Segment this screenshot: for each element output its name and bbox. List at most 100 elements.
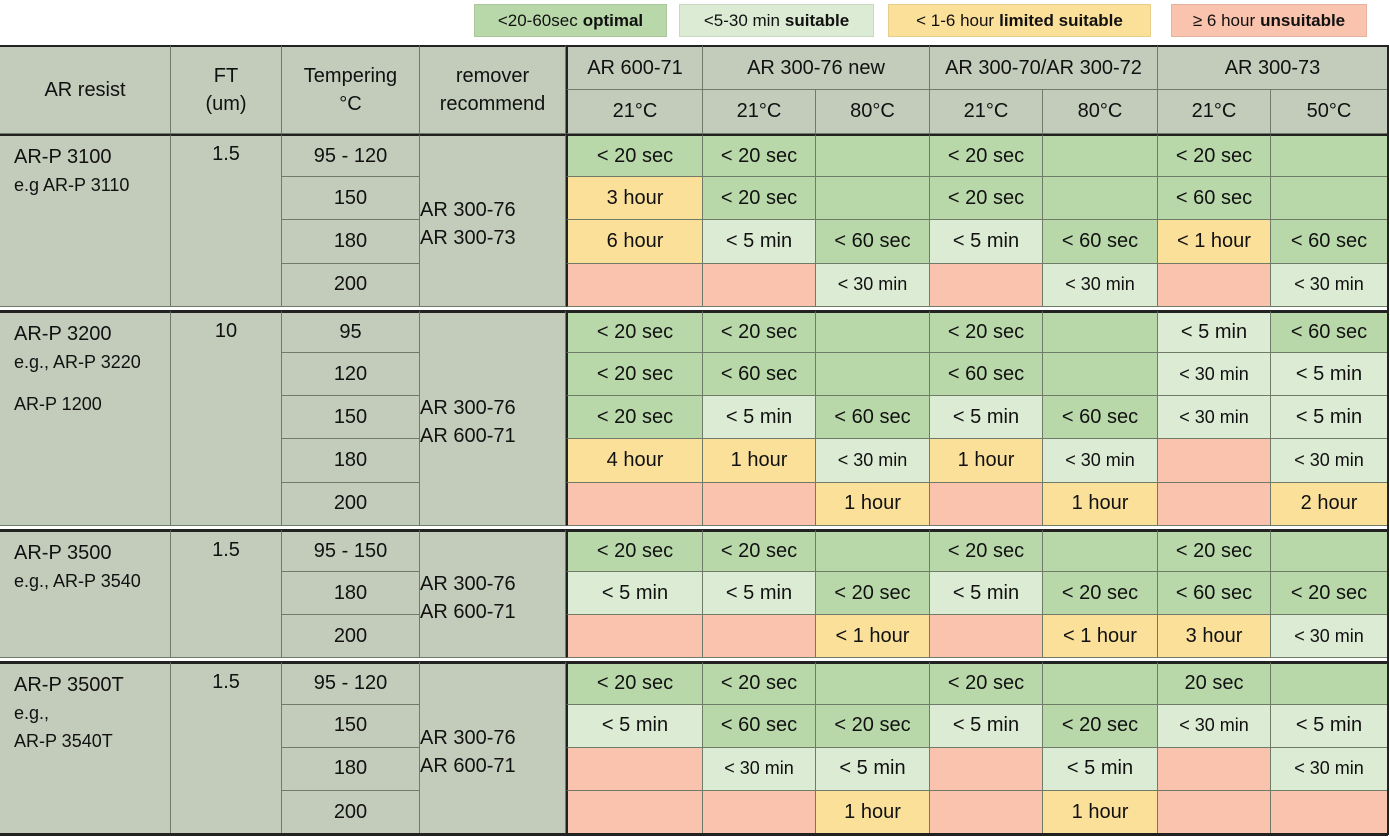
result-cell-optimal-text: < 20 sec xyxy=(1061,714,1139,737)
result-cell-unsuitable xyxy=(703,615,816,659)
result-cell-unsuitable xyxy=(703,791,816,835)
result-cell-optimal-text: < 60 sec xyxy=(720,362,798,385)
header-temp: 21°C xyxy=(566,90,703,134)
header-temp: 21°C xyxy=(703,90,816,134)
header-remover-4: AR 300-73 xyxy=(1158,45,1388,90)
remover-table: AR resist FT (um) Tempering °C remover recomme… xyxy=(0,45,1389,836)
header-temp-text: 21°C xyxy=(1191,100,1237,122)
header-remover-4-text: AR 300-73 xyxy=(1224,56,1321,79)
tempering-temp: 200 xyxy=(282,263,420,307)
header-temp: 50°C xyxy=(1271,90,1388,134)
result-cell-optimal: < 20 sec xyxy=(703,309,816,353)
result-cell-limited: 4 hour xyxy=(566,439,703,483)
result-cell-optimal xyxy=(1043,177,1158,221)
result-cell-limited-text: 3 hour xyxy=(1185,624,1243,647)
remover-recommend: AR 300-76 AR 600-71 xyxy=(420,661,566,835)
result-cell-limited: < 1 hour xyxy=(1158,220,1271,264)
resist-name-line: AR-P 3500T xyxy=(14,674,124,697)
result-cell-suitable-text: < 5 min xyxy=(725,405,793,428)
result-cell-optimal: < 60 sec xyxy=(816,396,930,440)
result-cell-suitable: < 5 min xyxy=(1271,353,1388,397)
result-cell-suitable: < 5 min xyxy=(1271,396,1388,440)
result-cell-optimal xyxy=(1043,134,1158,178)
result-cell-optimal xyxy=(1271,528,1388,572)
tempering-temp-text: 200 xyxy=(333,492,368,515)
result-cell-limited-text: 1 hour xyxy=(957,448,1015,471)
result-cell-suitable-text: < 30 min xyxy=(837,274,908,295)
result-cell-optimal-text: 20 sec xyxy=(1184,672,1244,695)
result-cell-suitable-text: < 5 min xyxy=(952,405,1020,428)
result-cell-optimal-text: < 20 sec xyxy=(1061,581,1139,604)
remover-recommend-line: AR 300-76 xyxy=(420,199,516,222)
tempering-temp: 180 xyxy=(282,747,420,791)
result-cell-limited-text: < 1 hour xyxy=(835,624,910,647)
result-cell-limited-text: 2 hour xyxy=(1300,492,1358,515)
result-cell-suitable: < 30 min xyxy=(1043,263,1158,307)
tempering-temp: 95 - 120 xyxy=(282,661,420,705)
tempering-temp-text: 180 xyxy=(333,757,368,780)
legend: <20-60sec optimal <5-30 min suitable < 1-6 h… xyxy=(0,0,1390,46)
result-cell-optimal: < 20 sec xyxy=(703,528,816,572)
header-remover-1: AR 600-71 xyxy=(566,45,703,90)
header-temp: 21°C xyxy=(1158,90,1271,134)
result-cell-optimal: < 60 sec xyxy=(1271,309,1388,353)
tempering-temp: 150 xyxy=(282,704,420,748)
header-remover-3-text: AR 300-70/AR 300-72 xyxy=(945,56,1142,79)
header-remover-line: remover xyxy=(455,65,530,87)
remover-recommend-line: AR 300-73 xyxy=(420,227,516,250)
header-temp-text: 50°C xyxy=(1306,100,1352,122)
film-thickness: 10 xyxy=(171,309,282,526)
result-cell-limited: 6 hour xyxy=(566,220,703,264)
header-ft: FT (um) xyxy=(171,45,282,134)
result-cell-optimal-text: < 20 sec xyxy=(947,672,1025,695)
result-cell-unsuitable xyxy=(566,791,703,835)
result-cell-optimal-text: < 20 sec xyxy=(596,362,674,385)
tempering-temp: 200 xyxy=(282,791,420,835)
result-cell-limited-text: 1 hour xyxy=(844,800,901,823)
result-cell-suitable-text: < 5 min xyxy=(839,757,906,780)
result-cell-optimal-text: < 20 sec xyxy=(596,405,674,428)
result-cell-optimal xyxy=(1043,309,1158,353)
result-cell-suitable: < 5 min xyxy=(816,747,930,791)
result-cell-unsuitable xyxy=(1271,791,1388,835)
result-cell-optimal: < 20 sec xyxy=(930,661,1043,705)
tempering-temp: 180 xyxy=(282,572,420,616)
result-cell-optimal xyxy=(1043,528,1158,572)
result-cell-suitable-text: < 30 min xyxy=(1179,406,1249,427)
result-cell-optimal: < 60 sec xyxy=(703,704,816,748)
legend-range: <20-60sec xyxy=(497,10,578,30)
result-cell-suitable-text: < 30 min xyxy=(1294,449,1364,470)
resist-name-line: AR-P 3200 xyxy=(14,322,112,345)
result-cell-unsuitable xyxy=(566,263,703,307)
result-cell-suitable: < 5 min xyxy=(930,572,1043,616)
result-cell-optimal: < 20 sec xyxy=(1158,134,1271,178)
result-cell-unsuitable xyxy=(930,263,1043,307)
result-cell-optimal: < 60 sec xyxy=(930,353,1043,397)
result-cell-optimal xyxy=(1043,661,1158,705)
result-cell-suitable-text: < 5 min xyxy=(1066,757,1134,780)
result-cell-optimal: < 20 sec xyxy=(566,353,703,397)
result-cell-limited-text: 1 hour xyxy=(844,492,901,515)
legend-range: <5-30 min xyxy=(703,10,780,30)
resist-name-line: AR-P 3100 xyxy=(14,146,112,168)
tempering-temp-text: 180 xyxy=(333,229,368,252)
result-cell-optimal-text: < 20 sec xyxy=(947,320,1025,343)
remover-recommend: AR 300-76 AR 600-71 xyxy=(420,309,566,526)
header-temp-text: 21°C xyxy=(612,100,658,122)
result-cell-optimal-text: < 20 sec xyxy=(947,186,1025,209)
tempering-temp: 95 - 120 xyxy=(282,134,420,178)
result-cell-suitable-text: < 30 min xyxy=(724,758,794,779)
tempering-temp-text: 95 - 150 xyxy=(313,539,388,562)
result-cell-optimal-text: < 60 sec xyxy=(834,229,911,252)
film-thickness-text: 1.5 xyxy=(212,143,240,165)
result-cell-optimal: < 20 sec xyxy=(566,396,703,440)
result-cell-limited-text: 1 hour xyxy=(1071,492,1129,515)
result-cell-optimal-text: < 60 sec xyxy=(1290,229,1368,252)
result-cell-optimal-text: < 20 sec xyxy=(720,672,798,695)
legend-range: < 1-6 hour xyxy=(916,10,995,30)
result-cell-optimal-text: < 20 sec xyxy=(596,539,674,562)
result-cell-limited: < 1 hour xyxy=(1043,615,1158,659)
result-cell-suitable: < 5 min xyxy=(1271,704,1388,748)
tempering-temp-text: 150 xyxy=(333,186,368,209)
legend-limited: < 1-6 hour limited suitable xyxy=(888,4,1151,37)
